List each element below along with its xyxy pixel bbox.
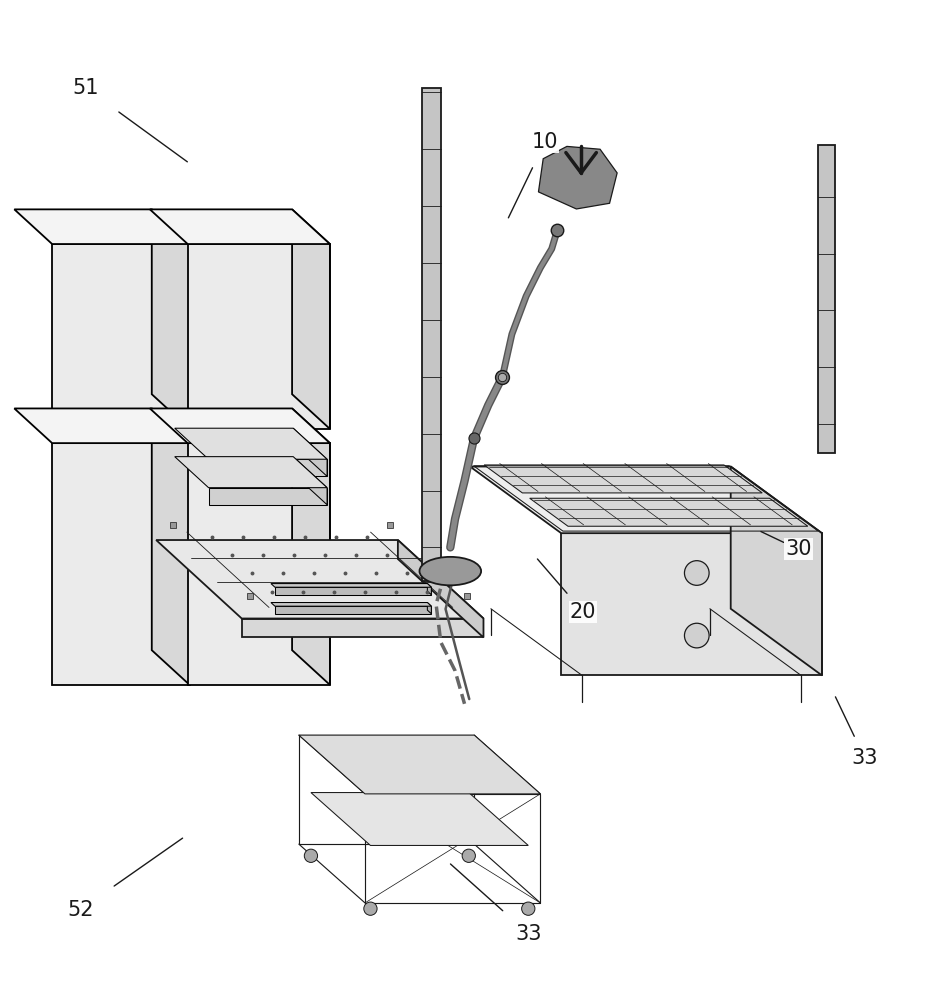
Polygon shape xyxy=(188,244,330,429)
Circle shape xyxy=(684,623,709,648)
Polygon shape xyxy=(398,540,483,637)
Polygon shape xyxy=(275,606,431,614)
Polygon shape xyxy=(292,209,330,429)
Polygon shape xyxy=(150,408,330,443)
Polygon shape xyxy=(174,457,327,488)
Text: 33: 33 xyxy=(516,924,542,944)
Polygon shape xyxy=(14,408,190,443)
Polygon shape xyxy=(530,498,808,526)
Polygon shape xyxy=(428,603,431,614)
Polygon shape xyxy=(152,408,190,685)
Text: 30: 30 xyxy=(785,539,811,559)
Polygon shape xyxy=(731,467,822,675)
Circle shape xyxy=(364,902,377,915)
Polygon shape xyxy=(209,488,327,505)
Polygon shape xyxy=(156,540,483,618)
Polygon shape xyxy=(561,533,822,675)
Polygon shape xyxy=(538,146,617,209)
Polygon shape xyxy=(484,465,762,493)
Circle shape xyxy=(521,902,535,915)
Text: 10: 10 xyxy=(532,132,558,152)
Polygon shape xyxy=(188,443,330,685)
FancyBboxPatch shape xyxy=(422,88,441,581)
Circle shape xyxy=(684,561,709,585)
Text: 20: 20 xyxy=(570,602,596,622)
Polygon shape xyxy=(292,408,330,685)
Polygon shape xyxy=(470,467,822,533)
Polygon shape xyxy=(275,587,431,595)
Polygon shape xyxy=(14,209,190,244)
Ellipse shape xyxy=(419,557,481,585)
Circle shape xyxy=(304,849,318,862)
Polygon shape xyxy=(150,209,330,244)
Polygon shape xyxy=(293,457,327,505)
Polygon shape xyxy=(209,459,327,476)
Polygon shape xyxy=(311,793,528,845)
Polygon shape xyxy=(174,428,327,459)
Polygon shape xyxy=(242,618,483,637)
Polygon shape xyxy=(293,428,327,476)
Polygon shape xyxy=(271,584,431,587)
Polygon shape xyxy=(299,735,540,794)
Polygon shape xyxy=(152,209,190,429)
Polygon shape xyxy=(52,443,190,685)
Circle shape xyxy=(462,849,475,862)
Polygon shape xyxy=(52,244,190,429)
FancyBboxPatch shape xyxy=(818,144,835,453)
Text: 52: 52 xyxy=(67,900,94,920)
Polygon shape xyxy=(428,584,431,595)
Text: 33: 33 xyxy=(851,748,878,768)
Polygon shape xyxy=(271,603,431,606)
Text: 51: 51 xyxy=(72,78,99,98)
